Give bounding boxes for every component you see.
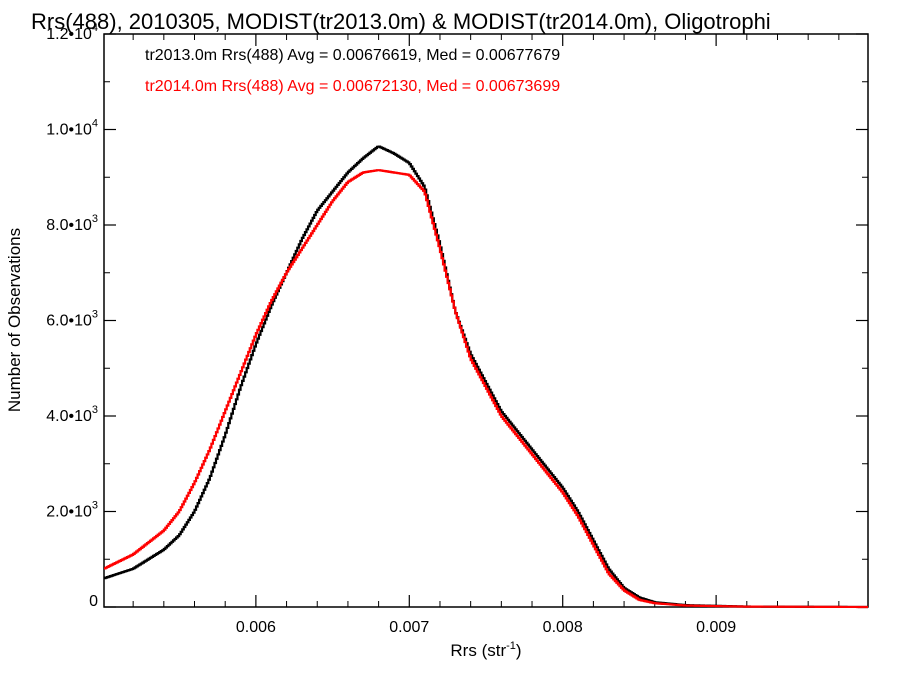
x-tick-label: 0.009 [696,619,736,636]
x-tick-label: 0.006 [236,619,276,636]
chart-title: Rrs(488), 2010305, MODIST(tr2013.0m) & M… [31,9,771,34]
series-line-tr2013-0m [104,145,868,609]
y-tick-label: 8.0•103 [46,213,98,234]
y-tick-label: 0 [89,593,98,610]
y-axis-label: Number of Observations [5,228,24,412]
y-tick-label: 1.2•104 [46,22,98,43]
plot-frame [103,33,869,608]
series-layer [104,145,868,609]
y-tick-label: 6.0•103 [46,309,98,330]
y-tick-label: 4.0•103 [46,404,98,425]
axis-ticks: 0.006 0.007 0.008 0.009 0 2.0•103 4.0•103 6.0•1… [46,22,868,636]
y-tick-label: 2.0•103 [46,500,98,521]
x-tick-label: 0.007 [389,619,429,636]
legend-entry-tr2013: tr2013.0m Rrs(488) Avg = 0.00676619, Med… [145,47,560,64]
series-line-tr2014-0m [104,169,868,609]
y-tick-label: 1.0•104 [46,118,98,139]
x-tick-label: 0.008 [543,619,583,636]
legend-entry-tr2014: tr2014.0m Rrs(488) Avg = 0.00672130, Med… [145,78,560,95]
x-axis-label: Rrs (str-1) [450,640,521,660]
